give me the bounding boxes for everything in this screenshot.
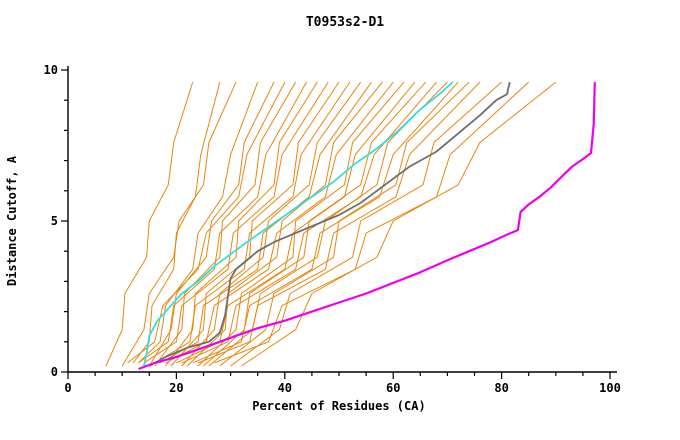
ensemble-curve (132, 81, 221, 364)
y-tick-label: 10 (44, 63, 58, 77)
ensemble-curve (197, 81, 405, 367)
x-tick-label: 60 (386, 381, 400, 395)
ensemble-curve (165, 81, 394, 364)
x-axis-label: Percent of Residues (CA) (252, 399, 425, 413)
ensemble-curve (181, 81, 362, 367)
series-highlights (138, 81, 596, 371)
ensemble-curve (181, 81, 437, 364)
x-tick-label: 80 (494, 381, 508, 395)
ensemble-curve (170, 81, 340, 367)
ensemble-curve (159, 81, 372, 364)
ensemble-curve (127, 81, 286, 364)
ensemble-curve (143, 81, 329, 364)
y-tick-label: 0 (51, 365, 58, 379)
magenta-model-curve (138, 82, 596, 371)
series-ensemble (105, 81, 557, 367)
ensemble-curve (230, 81, 502, 367)
y-tick-label: 5 (51, 214, 58, 228)
axes: 0 20 40 60 80 100 0 5 10 (44, 63, 621, 395)
x-tick-label: 0 (64, 381, 71, 395)
ensemble-curve (148, 81, 275, 367)
x-tick-label: 40 (278, 381, 292, 395)
ensemble-curve (138, 81, 307, 364)
ensemble-curve (138, 81, 259, 364)
ensemble-curve (154, 81, 297, 367)
y-axis-label: Distance Cutoff, A (5, 155, 19, 286)
ensemble-curve (121, 81, 237, 367)
ensemble-curve (154, 81, 351, 364)
ensemble-curve (197, 81, 481, 364)
chart-title: T0953s2-D1 (306, 15, 384, 30)
cyan-model-curve (143, 81, 454, 367)
x-tick-label: 100 (599, 381, 621, 395)
ensemble-curve (176, 81, 416, 364)
ensemble-curve (241, 81, 557, 367)
ensemble-curve (105, 81, 194, 367)
ensemble-curve (214, 81, 530, 364)
ensemble-curve (219, 81, 470, 367)
ensemble-curve (192, 81, 459, 364)
gray-model-curve (148, 81, 511, 367)
x-tick-label: 20 (169, 381, 183, 395)
